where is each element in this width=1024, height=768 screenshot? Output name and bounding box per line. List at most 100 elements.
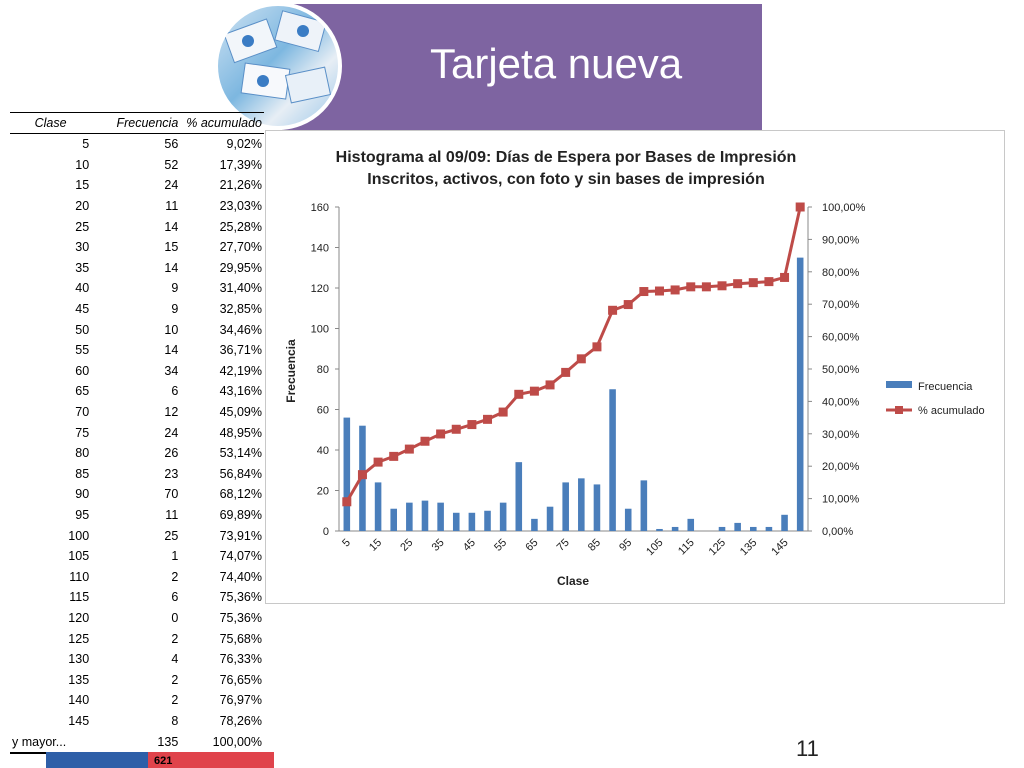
- cumulative-point: [576, 354, 586, 364]
- histogram-chart: Histograma al 09/09: Días de Espera por …: [265, 130, 1005, 604]
- bar: [437, 502, 444, 531]
- x-tick-label: 75: [555, 537, 572, 554]
- legend-point-swatch: [895, 406, 903, 414]
- frequency-table: Clase Frecuencia % acumulado 5 56 9,02% 10 5…: [10, 112, 264, 754]
- bar: [765, 526, 773, 531]
- cell-frecuencia: 52: [164, 157, 179, 172]
- bar: [546, 506, 554, 531]
- cell-clase: 130: [68, 652, 90, 667]
- total-bar-red: [148, 752, 274, 768]
- cumulative-point: [483, 414, 493, 424]
- cell-clase: y mayor...: [10, 731, 92, 754]
- cell-frecuencia: 6: [171, 384, 179, 399]
- cell-acumulado: 23,03%: [219, 199, 262, 214]
- table-body: 5 56 9,02% 10 52 17,39% 15 24 21,26% 20 11 23,03% 25…: [10, 134, 264, 754]
- cumulative-point: [342, 497, 352, 507]
- bar: [750, 526, 757, 531]
- x-tick-label: 115: [676, 537, 697, 558]
- page-number: 11: [796, 736, 819, 761]
- cumulative-point: [592, 342, 602, 352]
- bar: [374, 482, 382, 531]
- y-tick-label: 40: [317, 445, 329, 457]
- cell-frecuencia: 2: [171, 672, 179, 687]
- cumulative-point: [373, 457, 383, 467]
- title-banner: [282, 4, 762, 131]
- table-row: 85 23 56,84%: [10, 464, 264, 485]
- cell-clase: 90: [75, 487, 90, 502]
- cumulative-point: [545, 380, 555, 390]
- cell-acumulado: 100,00%: [180, 731, 264, 754]
- chart-title: Histograma al 09/09: Días de Espera por …: [336, 149, 797, 166]
- bar: [656, 528, 663, 531]
- table-row: 50 10 34,46%: [10, 319, 264, 340]
- y-tick-label: 60: [317, 405, 329, 417]
- header-clase: Clase: [10, 112, 92, 134]
- table-row: 35 14 29,95%: [10, 258, 264, 279]
- x-tick-label: 45: [461, 537, 478, 554]
- cell-acumulado: 78,26%: [219, 713, 262, 728]
- cumulative-point: [623, 300, 633, 310]
- y2-tick-label: 100,00%: [822, 202, 866, 214]
- cell-frecuencia: 12: [164, 405, 179, 420]
- cell-clase: 40: [75, 281, 90, 296]
- y-tick-label: 80: [317, 364, 329, 376]
- chart-subtitle: Inscritos, activos, con foto y sin bases…: [367, 171, 764, 188]
- table-row: 60 34 42,19%: [10, 361, 264, 382]
- cell-acumulado: 76,65%: [219, 672, 262, 687]
- bar: [484, 510, 491, 531]
- cell-frecuencia: 24: [164, 178, 179, 193]
- cell-clase: 100: [68, 528, 90, 543]
- cumulative-point: [357, 470, 367, 480]
- cumulative-point: [404, 444, 414, 454]
- cell-acumulado: 69,89%: [219, 507, 262, 522]
- cumulative-point: [389, 451, 399, 461]
- cell-frecuencia: 11: [165, 507, 179, 522]
- table-row: 95 11 69,89%: [10, 505, 264, 526]
- y2-tick-label: 90,00%: [822, 234, 860, 246]
- cumulative-line: [345, 206, 802, 503]
- cell-frecuencia: 25: [164, 528, 179, 543]
- cumulative-point: [733, 279, 743, 289]
- total-value: 621: [154, 755, 173, 767]
- cell-acumulado: 45,09%: [219, 405, 262, 420]
- cell-acumulado: 48,95%: [219, 425, 262, 440]
- legend-label-acumulado: % acumulado: [918, 405, 985, 417]
- cumulative-point: [670, 285, 680, 295]
- table-row: 75 24 48,95%: [10, 422, 264, 443]
- bar: [452, 512, 460, 531]
- cell-acumulado: 53,14%: [219, 446, 262, 461]
- table-row: 145 8 78,26%: [10, 711, 264, 732]
- y2-tick-label: 80,00%: [822, 267, 860, 279]
- bar: [796, 257, 804, 531]
- cumulative-point: [451, 424, 461, 434]
- cell-clase: 75: [75, 425, 90, 440]
- table-row: 115 6 75,36%: [10, 587, 264, 608]
- cell-acumulado: 76,97%: [219, 693, 262, 708]
- x-tick-label: 105: [644, 537, 665, 558]
- cell-frecuencia: 6: [171, 590, 179, 605]
- cell-acumulado: 42,19%: [219, 363, 262, 378]
- bar: [624, 508, 632, 531]
- x-tick-label: 85: [586, 537, 603, 554]
- cell-frecuencia: 4: [171, 652, 179, 667]
- y-axis-title: Frecuencia: [284, 339, 298, 403]
- y2-tick-label: 10,00%: [822, 494, 860, 506]
- cumulative-point: [701, 282, 711, 292]
- bar: [499, 502, 507, 531]
- cell-frecuencia: 14: [164, 343, 179, 358]
- bar: [687, 518, 695, 531]
- cell-frecuencia: 24: [164, 425, 179, 440]
- y-tick-label: 0: [323, 526, 329, 538]
- cell-clase: 80: [75, 446, 90, 461]
- table-row: 135 2 76,65%: [10, 669, 264, 690]
- bar: [593, 484, 601, 531]
- cell-frecuencia: 11: [165, 199, 179, 214]
- cumulative-point: [654, 286, 664, 296]
- y2-tick-label: 20,00%: [822, 461, 860, 473]
- table-row: y mayor... 135 100,00%: [10, 731, 264, 754]
- x-tick-label: 125: [707, 537, 728, 558]
- cell-acumulado: 9,02%: [226, 137, 262, 152]
- cumulative-point: [498, 407, 508, 417]
- cell-frecuencia: 9: [171, 302, 179, 317]
- x-tick-label: 35: [430, 537, 447, 554]
